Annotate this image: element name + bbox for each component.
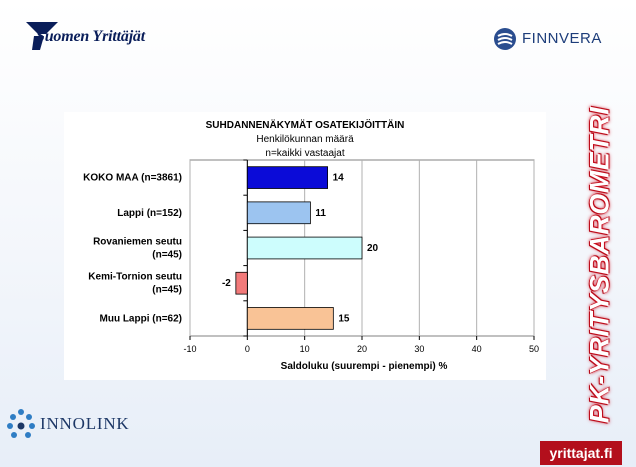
- x-tick-label: 10: [300, 344, 310, 354]
- chart-subtitle-line-2: n=kaikki vastaajat: [265, 148, 344, 159]
- x-tick-label: 0: [245, 344, 250, 354]
- x-tick-label: 30: [414, 344, 424, 354]
- chart-panel: -10 0 10 20 30 40 50 14 KOKO MAA (n=3861) 11 Lappi…: [64, 112, 546, 380]
- finnvera-logo-icon: [494, 28, 516, 50]
- category-label: Muu Lappi (n=62): [100, 313, 183, 324]
- bar: [246, 166, 328, 189]
- pk-yritysbarometri-title: PK-YRITYSBAROMETRI: [584, 106, 615, 424]
- bar-value-label: 14: [333, 173, 345, 184]
- bar-chart: -10 0 10 20 30 40 50 14 KOKO MAA (n=3861) 11 Lappi…: [83, 118, 539, 372]
- category-label-bold-part: KOKO MAA: [83, 173, 138, 184]
- innolink-logo-icon: [7, 409, 35, 438]
- chart-title: SUHDANNENÄKYMÄT OSATEKIJÖITTÄIN: [206, 118, 405, 131]
- bar: [246, 236, 363, 260]
- bar-value-label: 11: [315, 208, 326, 219]
- x-tick-label: -10: [183, 344, 196, 354]
- category-label-rest-part: (n=3861): [138, 173, 182, 184]
- innolink-text: INNOLINK: [40, 414, 130, 433]
- chart-subtitle-line-1: Henkilökunnan määrä: [256, 134, 354, 145]
- category-label: Rovaniemen seutu: [93, 237, 182, 248]
- category-label: (n=45): [152, 285, 182, 296]
- yrittajat-fi-badge: yrittajat.fi: [540, 441, 622, 465]
- suomen-yrittajat-text: Suomen Yrittäjät: [36, 28, 145, 45]
- bar-value-label: -2: [222, 278, 231, 289]
- x-tick-label: 20: [357, 344, 367, 354]
- bar: [246, 307, 334, 330]
- x-axis-label: Saldoluku (suurempi - pienempi) %: [281, 361, 448, 372]
- bar-value-label: 15: [338, 313, 350, 324]
- suomen-yrittajat-logo-icon: [26, 22, 58, 50]
- category-label: (n=45): [152, 250, 182, 261]
- finnvera-text: FINNVERA: [522, 30, 602, 47]
- bar-value-label: 20: [367, 243, 379, 254]
- bar: [235, 271, 248, 295]
- side-title-container: PK-YRITYSBAROMETRI: [578, 92, 622, 438]
- category-label: Lappi (n=152): [117, 208, 182, 219]
- category-label: Kemi-Tornion seutu: [88, 272, 182, 283]
- bar: [246, 201, 311, 225]
- category-label: KOKO MAA (n=3861): [83, 173, 182, 184]
- x-tick-label: 40: [472, 344, 482, 354]
- x-tick-label: 50: [529, 344, 539, 354]
